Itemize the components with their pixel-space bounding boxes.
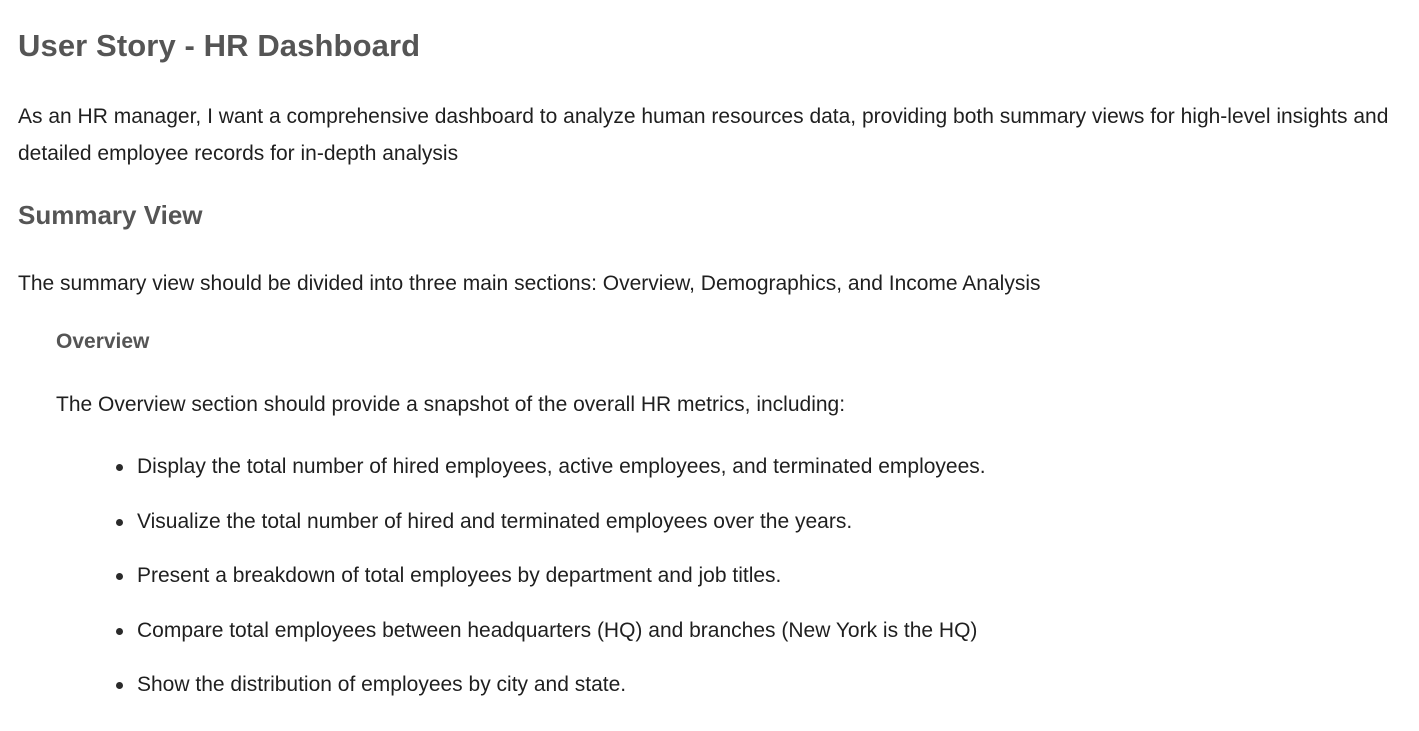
bullet-icon	[116, 518, 123, 526]
overview-heading: Overview	[56, 330, 150, 353]
bullet-icon	[116, 682, 123, 690]
list-item: Visualize the total number of hired and …	[114, 508, 986, 563]
bullet-icon	[116, 627, 123, 635]
list-item-text: Display the total number of hired employ…	[137, 455, 986, 478]
intro-paragraph: As an HR manager, I want a comprehensive…	[18, 105, 1389, 165]
list-item: Compare total employees between headquar…	[114, 617, 986, 672]
summary-view-heading: Summary View	[18, 200, 203, 230]
list-item-text: Show the distribution of employees by ci…	[137, 673, 627, 697]
page-title: User Story - HR Dashboard	[18, 28, 421, 63]
list-item-text: Present a breakdown of total employees b…	[137, 564, 782, 588]
overview-bullet-list: Display the total number of hired employ…	[114, 453, 986, 726]
list-item: Show the distribution of employees by ci…	[114, 671, 986, 726]
list-item: Display the total number of hired employ…	[114, 453, 986, 508]
list-item-text: Visualize the total number of hired and …	[137, 509, 853, 533]
list-item: Present a breakdown of total employees b…	[114, 562, 986, 617]
bullet-icon	[116, 464, 123, 471]
summary-view-paragraph: The summary view should be divided into …	[18, 272, 1041, 295]
list-item-text: Compare total employees between headquar…	[137, 618, 978, 642]
overview-paragraph: The Overview section should provide a sn…	[56, 393, 846, 416]
bullet-icon	[116, 573, 123, 581]
